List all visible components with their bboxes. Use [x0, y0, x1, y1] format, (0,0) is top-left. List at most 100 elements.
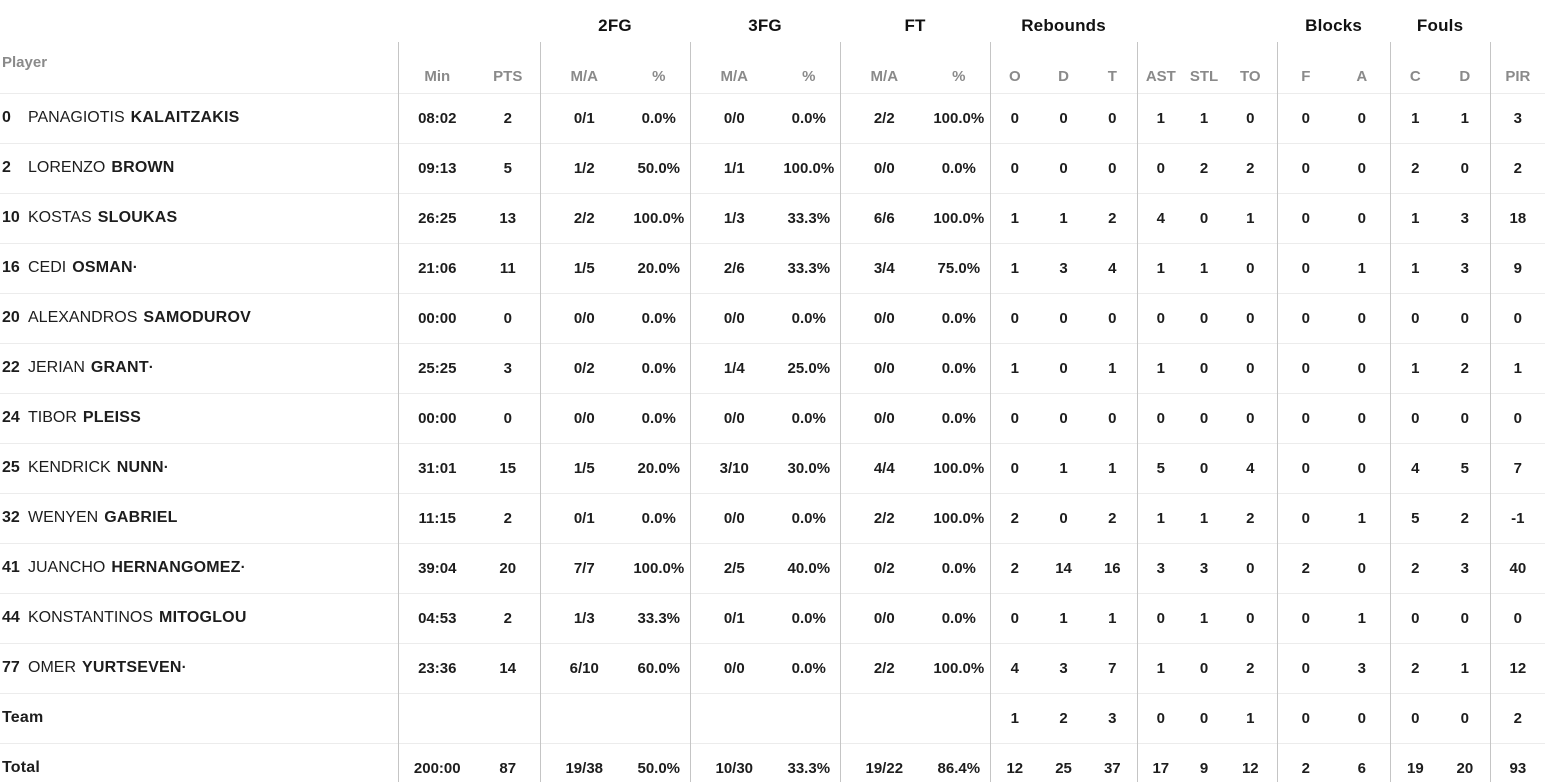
cell-reb-d: 25 — [1039, 742, 1089, 782]
player-last-name[interactable]: SLOUKAS — [97, 209, 178, 226]
cell-3fg-pct — [778, 692, 841, 743]
player-last-name[interactable]: OSMAN — [72, 259, 133, 276]
cell-to: 1 — [1224, 692, 1278, 743]
cell-reb-t: 0 — [1088, 292, 1138, 343]
cell-ft-pct: 0.0% — [928, 592, 991, 643]
player-first-name: OMER — [28, 659, 76, 676]
cell-ast: 0 — [1136, 592, 1185, 643]
cell-reb-t: 2 — [1088, 492, 1138, 543]
player-first-name: KENDRICK — [28, 459, 111, 476]
cell-foul-d: 0 — [1440, 292, 1491, 343]
cell-min: 04:53 — [397, 592, 476, 643]
cell-foul-d: 20 — [1440, 742, 1491, 782]
jersey-number: 32 — [2, 509, 20, 526]
cell-foul-c: 19 — [1389, 742, 1441, 782]
cell-to: 0 — [1224, 592, 1278, 643]
column-header-foul-d: D — [1459, 67, 1471, 85]
cell-ft-ma: 0/2 — [839, 542, 929, 593]
cell-foul-d: 0 — [1440, 392, 1491, 443]
cell-foul-d: 0 — [1440, 142, 1491, 193]
cell-2fg-ma: 0/1 — [539, 92, 628, 143]
cell-reb-o: 12 — [989, 742, 1040, 782]
cell-foul-c: 2 — [1389, 542, 1441, 593]
cell-blk-f: 0 — [1276, 342, 1335, 393]
cell-stl: 1 — [1184, 242, 1225, 293]
cell-blk-a: 0 — [1334, 442, 1391, 493]
cell-2fg-pct: 33.3% — [628, 592, 691, 643]
cell-2fg-ma: 19/38 — [539, 742, 628, 782]
cell-pts: 20 — [476, 542, 540, 593]
player-last-name[interactable]: HERNANGOMEZ — [111, 559, 241, 576]
cell-2fg-pct: 100.0% — [628, 542, 691, 593]
cell-stl: 3 — [1184, 542, 1225, 593]
cell-foul-d: 2 — [1440, 342, 1491, 393]
player-cell: 0 PANAGIOTIS KALAITZAKIS — [0, 92, 398, 143]
table-row: 10 KOSTAS SLOUKAS 26:25 13 2/2 100.0% 1/3 … — [0, 192, 1545, 243]
cell-blk-a: 1 — [1334, 492, 1391, 543]
cell-min: 09:13 — [397, 142, 476, 193]
player-last-name[interactable]: KALAITZAKIS — [130, 109, 240, 126]
cell-pts — [476, 692, 540, 743]
cell-to: 4 — [1224, 442, 1278, 493]
cell-pir: 40 — [1489, 542, 1545, 593]
cell-reb-o: 0 — [989, 442, 1040, 493]
cell-to: 2 — [1224, 642, 1278, 693]
cell-pts: 13 — [476, 192, 540, 243]
player-last-name[interactable]: PLEISS — [82, 409, 141, 426]
cell-pts: 2 — [476, 592, 540, 643]
starter-dot: · — [132, 259, 138, 276]
player-cell: 22 JERIAN GRANT· — [0, 342, 398, 393]
cell-stl: 0 — [1184, 342, 1225, 393]
cell-foul-c: 1 — [1389, 192, 1441, 243]
cell-foul-c: 0 — [1389, 592, 1441, 643]
table-row: 41 JUANCHO HERNANGOMEZ· 39:04 20 7/7 100.0… — [0, 542, 1545, 593]
cell-pir: 2 — [1489, 142, 1545, 193]
player-cell: 10 KOSTAS SLOUKAS — [0, 192, 398, 243]
cell-blk-a: 1 — [1334, 242, 1391, 293]
player-first-name: TIBOR — [28, 409, 77, 426]
jersey-number: 10 — [2, 209, 20, 226]
player-last-name[interactable]: SAMODUROV — [143, 309, 251, 326]
cell-3fg-ma: 1/3 — [689, 192, 779, 243]
starter-dot: · — [181, 659, 187, 676]
cell-stl: 0 — [1184, 692, 1225, 743]
cell-reb-o: 2 — [989, 492, 1040, 543]
player-last-name[interactable]: YURTSEVEN — [82, 659, 182, 676]
cell-2fg-ma: 6/10 — [539, 642, 628, 693]
player-last-name[interactable]: Total — [2, 759, 41, 777]
player-cell: Total — [0, 742, 398, 782]
cell-ft-pct: 100.0% — [928, 492, 991, 543]
column-header-to: TO — [1240, 67, 1261, 85]
player-last-name[interactable]: GRANT — [90, 359, 149, 376]
player-last-name[interactable]: MITOGLOU — [159, 609, 247, 626]
cell-ast: 4 — [1136, 192, 1185, 243]
cell-ft-ma: 0/0 — [839, 342, 929, 393]
group-header-2fg: 2FG — [598, 16, 632, 35]
cell-pts: 3 — [476, 342, 540, 393]
cell-stl: 1 — [1184, 492, 1225, 543]
player-last-name[interactable]: GABRIEL — [104, 509, 178, 526]
cell-ft-ma: 0/0 — [839, 392, 929, 443]
player-last-name[interactable]: NUNN — [116, 459, 164, 476]
player-cell: 24 TIBOR PLEISS — [0, 392, 398, 443]
cell-3fg-pct: 0.0% — [778, 292, 841, 343]
cell-2fg-pct: 0.0% — [628, 392, 691, 443]
column-header-2fg-ma: M/A — [539, 42, 628, 93]
cell-ft-ma: 4/4 — [839, 442, 929, 493]
cell-ft-pct: 75.0% — [928, 242, 991, 293]
column-header-min: Min — [397, 42, 476, 93]
player-last-name[interactable]: Team — [2, 709, 44, 726]
group-header-blocks: Blocks — [1305, 16, 1363, 35]
cell-ast: 1 — [1136, 642, 1185, 693]
player-last-name[interactable]: BROWN — [111, 159, 175, 176]
cell-foul-c: 0 — [1389, 692, 1441, 743]
cell-pir: 0 — [1489, 392, 1545, 443]
cell-2fg-pct: 60.0% — [628, 642, 691, 693]
cell-ast: 17 — [1136, 742, 1185, 782]
cell-ast: 1 — [1136, 342, 1185, 393]
cell-foul-d: 3 — [1440, 542, 1491, 593]
cell-reb-d: 3 — [1039, 642, 1089, 693]
cell-to: 2 — [1224, 142, 1278, 193]
cell-3fg-ma: 0/0 — [689, 642, 779, 693]
cell-stl: 0 — [1184, 192, 1225, 243]
